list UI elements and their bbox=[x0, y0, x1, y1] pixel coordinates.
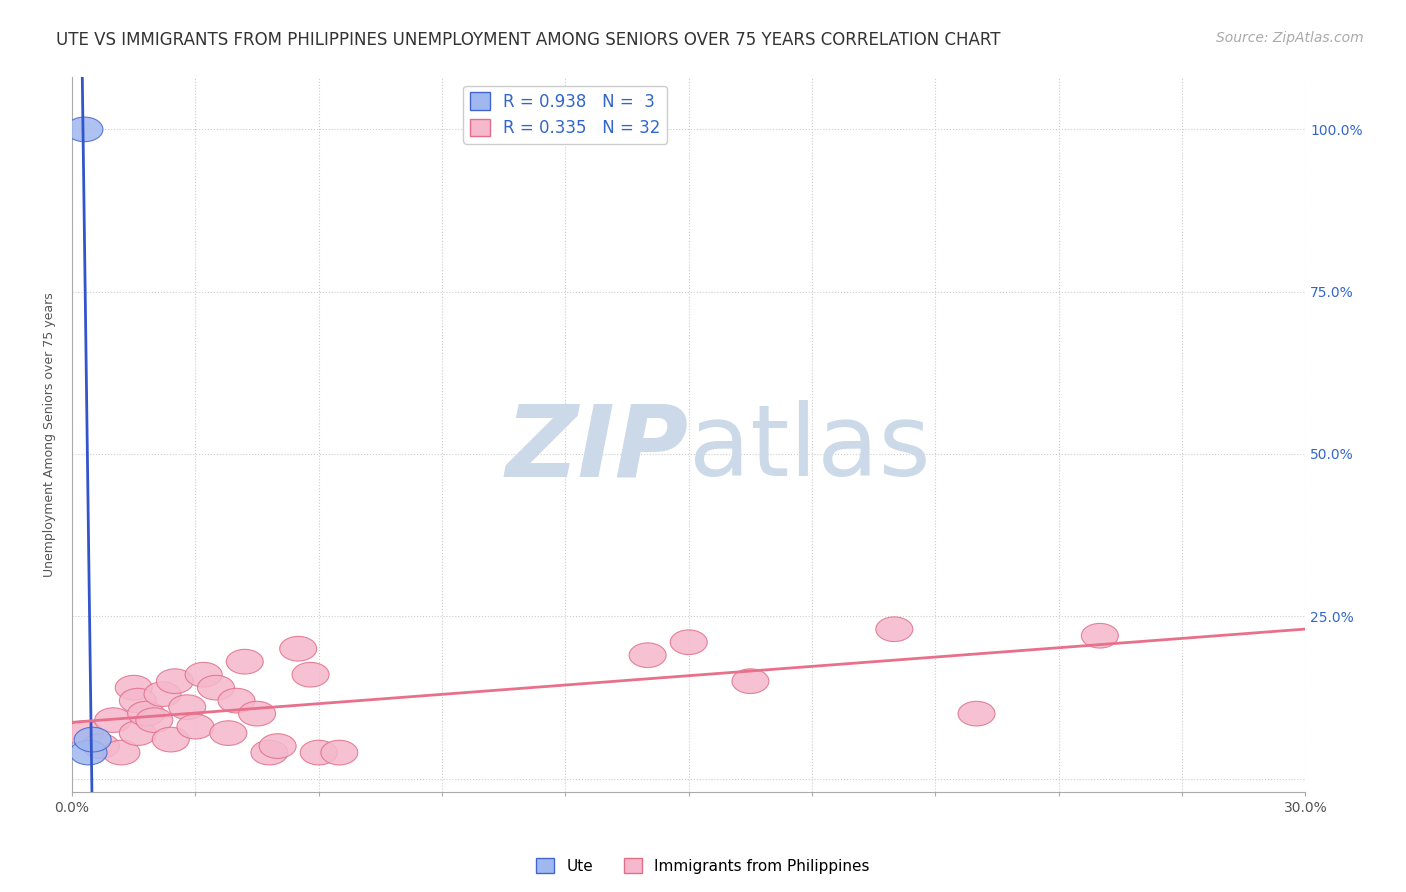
Text: ZIP: ZIP bbox=[506, 401, 689, 497]
Ellipse shape bbox=[301, 740, 337, 765]
Ellipse shape bbox=[239, 701, 276, 726]
Text: Source: ZipAtlas.com: Source: ZipAtlas.com bbox=[1216, 31, 1364, 45]
Ellipse shape bbox=[957, 701, 995, 726]
Ellipse shape bbox=[197, 675, 235, 700]
Ellipse shape bbox=[66, 117, 103, 142]
Y-axis label: Unemployment Among Seniors over 75 years: Unemployment Among Seniors over 75 years bbox=[44, 292, 56, 577]
Ellipse shape bbox=[209, 721, 247, 746]
Ellipse shape bbox=[321, 740, 357, 765]
Legend: Ute, Immigrants from Philippines: Ute, Immigrants from Philippines bbox=[530, 852, 876, 880]
Ellipse shape bbox=[292, 663, 329, 687]
Ellipse shape bbox=[733, 669, 769, 693]
Ellipse shape bbox=[226, 649, 263, 674]
Ellipse shape bbox=[218, 689, 254, 713]
Ellipse shape bbox=[120, 721, 156, 746]
Ellipse shape bbox=[177, 714, 214, 739]
Ellipse shape bbox=[83, 734, 120, 758]
Ellipse shape bbox=[66, 721, 103, 746]
Ellipse shape bbox=[75, 727, 111, 752]
Ellipse shape bbox=[1081, 624, 1118, 648]
Ellipse shape bbox=[152, 727, 190, 752]
Ellipse shape bbox=[136, 707, 173, 732]
Ellipse shape bbox=[876, 617, 912, 641]
Text: UTE VS IMMIGRANTS FROM PHILIPPINES UNEMPLOYMENT AMONG SENIORS OVER 75 YEARS CORR: UTE VS IMMIGRANTS FROM PHILIPPINES UNEMP… bbox=[56, 31, 1001, 49]
Ellipse shape bbox=[250, 740, 288, 765]
Ellipse shape bbox=[115, 675, 152, 700]
Ellipse shape bbox=[671, 630, 707, 655]
Ellipse shape bbox=[259, 734, 297, 758]
Ellipse shape bbox=[128, 701, 165, 726]
Ellipse shape bbox=[94, 707, 132, 732]
Ellipse shape bbox=[169, 695, 205, 720]
Ellipse shape bbox=[156, 669, 194, 693]
Ellipse shape bbox=[280, 636, 316, 661]
Legend: R = 0.938   N =  3, R = 0.335   N = 32: R = 0.938 N = 3, R = 0.335 N = 32 bbox=[464, 86, 668, 144]
Ellipse shape bbox=[103, 740, 141, 765]
Ellipse shape bbox=[143, 681, 181, 706]
Ellipse shape bbox=[628, 643, 666, 667]
Text: atlas: atlas bbox=[689, 401, 931, 497]
Ellipse shape bbox=[70, 740, 107, 765]
Ellipse shape bbox=[120, 689, 156, 713]
Ellipse shape bbox=[186, 663, 222, 687]
